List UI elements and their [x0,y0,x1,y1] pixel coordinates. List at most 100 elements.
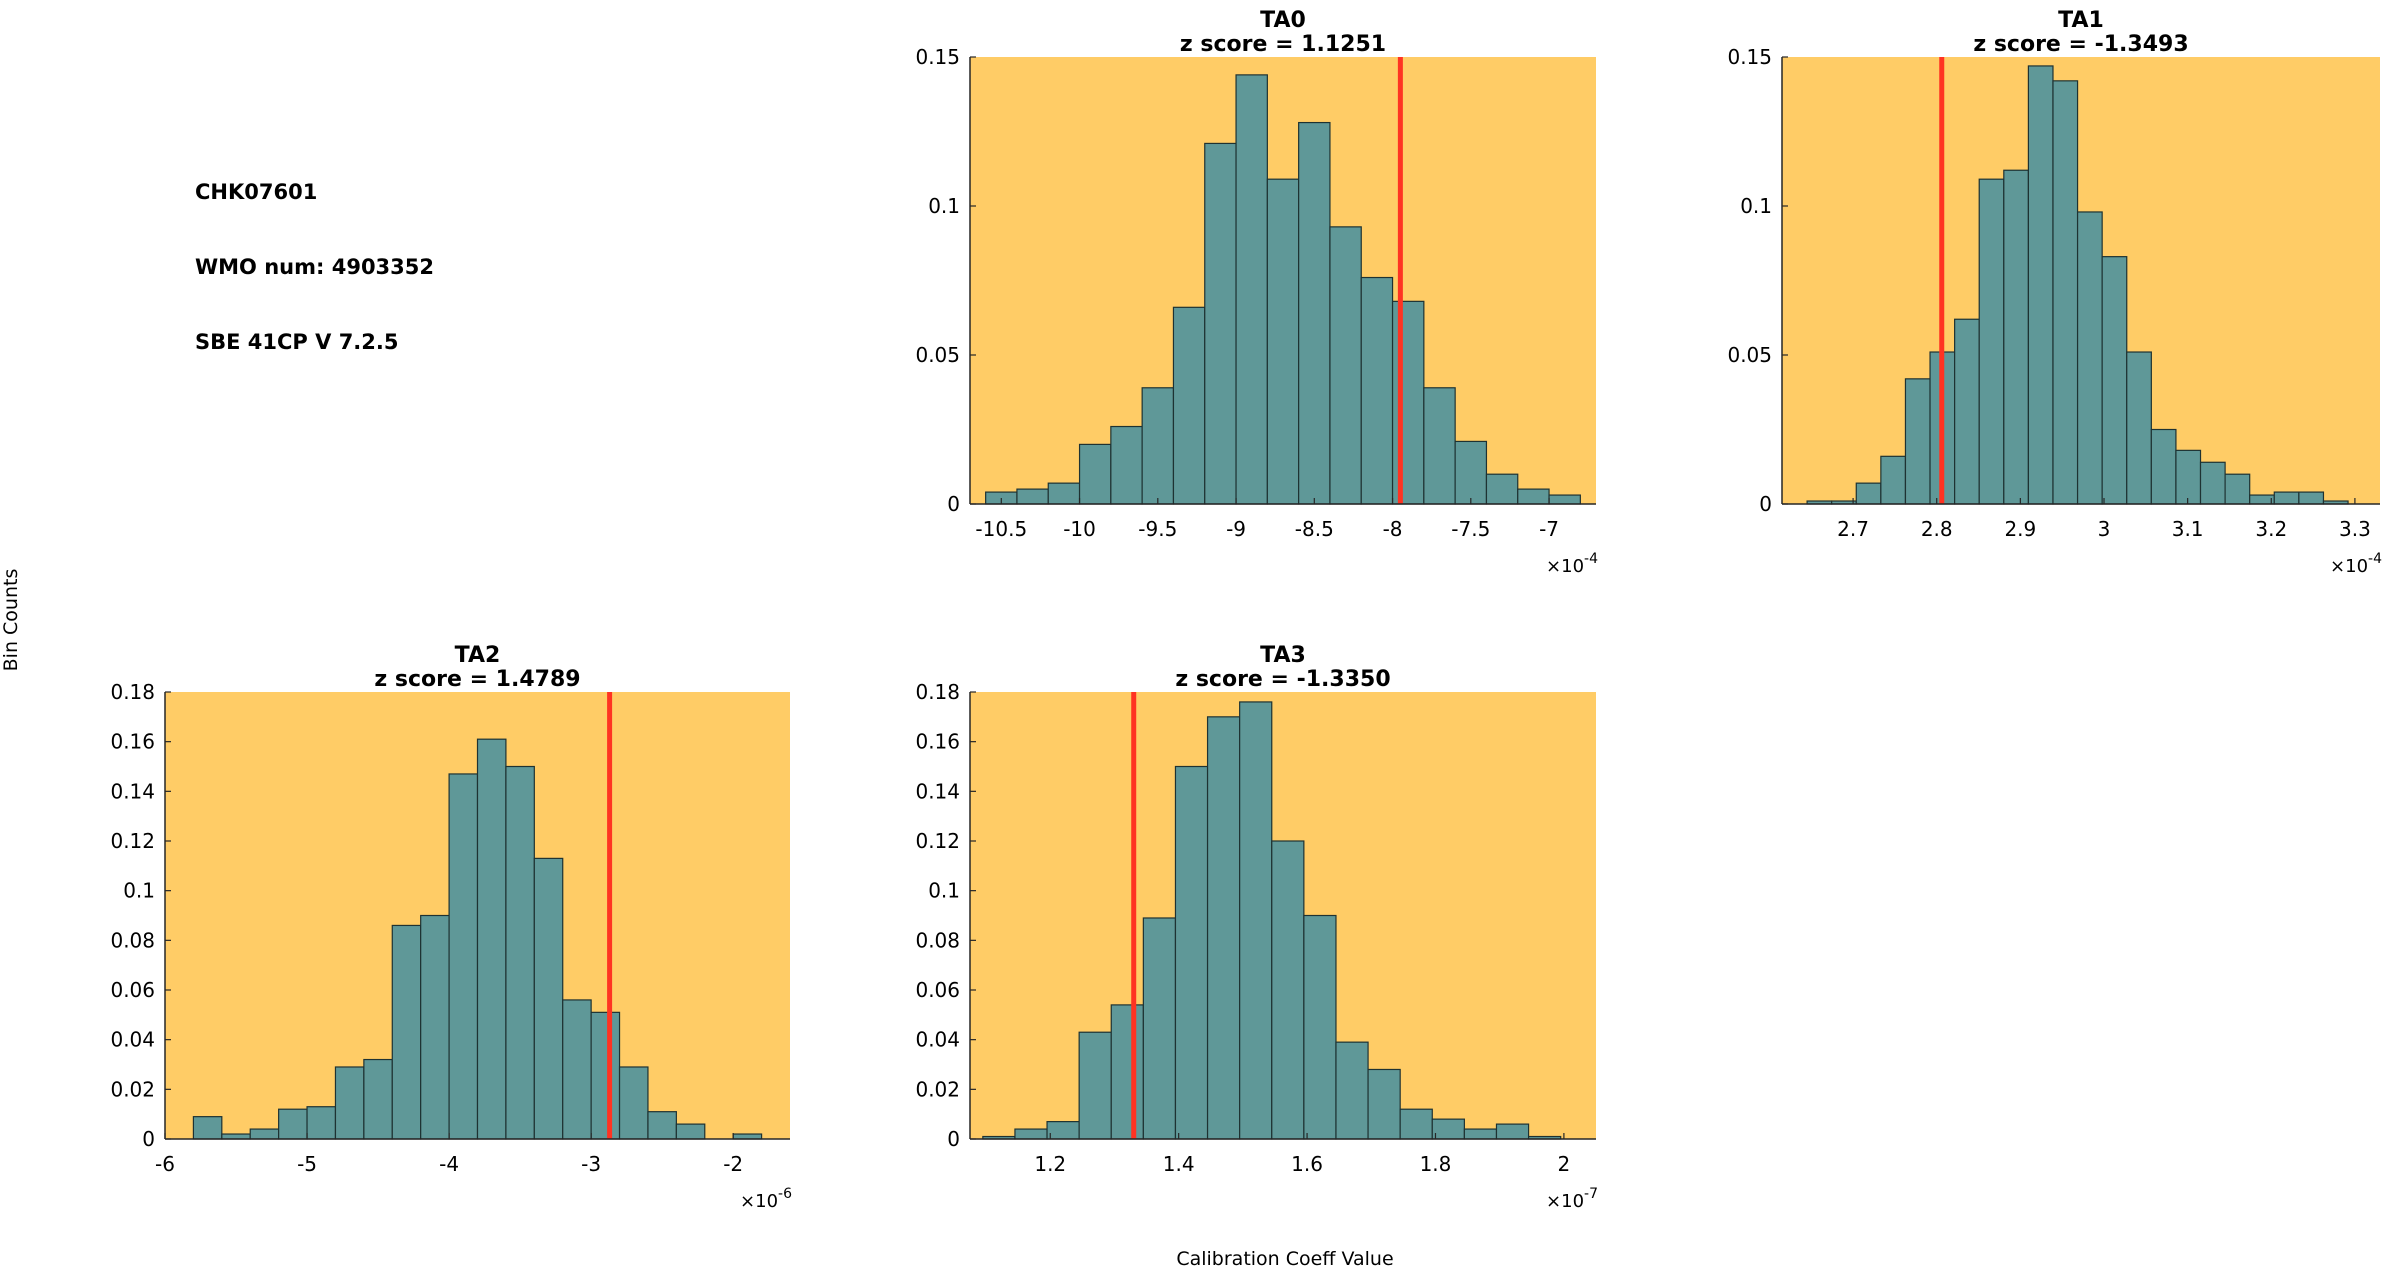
ta0-bar [1266,178,1300,505]
ta1-bar [1978,178,2005,505]
ta2-bar [647,1111,677,1140]
ta0-bar [1423,387,1456,505]
ta2-bar [278,1108,308,1140]
ta1-bar [2101,256,2128,505]
ta2-y-tick-label: 0.08 [110,928,155,952]
ta3-axis-exponent: ×10-7 [1546,1186,1598,1212]
ta3-bar [1174,765,1209,1140]
ta0-x-tick-label: -9.5 [1138,517,1177,541]
ta0-y-tick-label: 0 [947,492,960,516]
ta3-bar [1206,716,1241,1140]
ta3-y-tick-label: 0 [947,1127,960,1151]
ta1-bar [1855,482,1882,505]
ta2-y-tick-label: 0.02 [110,1077,155,1101]
ta2-bar [675,1123,706,1140]
ta2-bar [391,924,422,1140]
ta2-z-score: z score = 1.4789 [374,667,580,692]
ta3-x-tick-label: 1.2 [1034,1152,1066,1176]
ta3-bar [1078,1031,1112,1140]
ta1-y-tick-label: 0 [1759,492,1772,516]
ta0-bar [1204,142,1237,505]
ta1-x-tick-label: 2.9 [2004,517,2036,541]
ta3-y-tick-label: 0.18 [915,680,960,704]
ta3-bar [1239,701,1273,1140]
ta3-y-tick-label: 0.1 [928,879,960,903]
y-axis-label: Bin Counts [0,569,22,672]
ta1-bar [2126,351,2152,505]
ta1-bar [1954,318,1980,505]
ta0-x-tick-label: -9 [1226,517,1246,541]
ta1-x-tick-label: 2.7 [1837,517,1869,541]
ta3-bar [1399,1108,1433,1140]
ta0-z-score: z score = 1.1251 [1180,32,1386,57]
ta0-x-tick-label: -7.5 [1451,517,1490,541]
histogram-ta3: 0 0.02 0.04 0.06 0.08 0.1 0.12 0.14 0.16 0.18 1.2 1… [915,643,1598,1212]
ta3-y-tick-label: 0.06 [915,978,960,1002]
ta3-y-tick-label: 0.02 [915,1077,960,1101]
ta1-bar [2003,169,2029,505]
ta2-y-tick-label: 0.16 [110,730,155,754]
ta1-bar [2027,65,2054,505]
ta1-bar [1904,378,1931,505]
ta0-title: TA0 [1260,8,1306,33]
ta1-bar [2052,80,2079,505]
ta2-x-tick-label: -6 [155,1152,175,1176]
ta3-bar [1431,1118,1465,1140]
ta3-bar [1271,840,1305,1140]
x-axis-label: Calibration Coeff Value [1176,1248,1393,1268]
ta0-y-tick-label: 0.1 [928,194,960,218]
ta0-bar [1235,74,1268,505]
ta0-bar [1078,443,1112,505]
ta0-y-tick-label: 0.15 [915,45,960,69]
ta3-bar [1110,1004,1144,1140]
ta1-x-tick-label: 2.8 [1921,517,1953,541]
ta0-bar [1141,387,1175,505]
info-line-wmo-number: WMO num: 4903352 [195,255,434,279]
ta3-y-tick-label: 0.12 [915,829,960,853]
histogram-ta1: 0 0.05 0.1 0.15 2.7 2.8 2.9 3 3.1 3.2 3.3 ×10-4 TA1z… [1727,8,2382,577]
ta2-bar [334,1066,365,1140]
ta0-x-tick-label: -8.5 [1295,517,1334,541]
instrument-info: CHK07601 WMO num: 4903352 SBE 41CP V 7.2… [195,130,434,380]
ta0-x-tick-label: -8 [1383,517,1403,541]
ta1-bar [2076,211,2103,505]
ta3-bar [1303,914,1337,1140]
ta2-bar [448,773,479,1140]
ta0-bar [1360,276,1394,505]
ta3-bar [1335,1041,1369,1140]
ta1-x-tick-label: 3.2 [2255,517,2287,541]
ta2-y-tick-label: 0.1 [123,879,155,903]
ta3-bar [1142,917,1177,1140]
ta2-title: TA2 [455,643,501,668]
ta0-x-tick-label: -10 [1063,517,1096,541]
ta3-x-tick-label: 1.6 [1291,1152,1323,1176]
ta0-x-tick-label: -10.5 [975,517,1027,541]
ta0-bar [1485,473,1519,505]
ta3-bar [1495,1123,1530,1140]
ta3-y-tick-label: 0.16 [915,730,960,754]
ta1-bar [2273,491,2300,505]
ta1-y-tick-label: 0.1 [1740,194,1772,218]
ta0-axis-exponent: ×10-4 [1546,551,1598,577]
ta3-y-tick-label: 0.04 [915,1028,960,1052]
ta3-bar [1463,1128,1498,1140]
ta3-bar [1046,1121,1080,1140]
ta1-x-tick-label: 3.1 [2172,517,2204,541]
ta0-bar [1172,306,1206,505]
ta1-bar [2224,473,2251,505]
ta1-x-tick-label: 3.3 [2339,517,2371,541]
ta2-bar [618,1066,649,1140]
ta2-y-tick-label: 0.04 [110,1028,155,1052]
ta3-y-tick-label: 0.08 [915,928,960,952]
ta2-x-tick-label: -5 [297,1152,317,1176]
ta0-bar [1454,440,1488,505]
ta1-bar [2199,461,2226,505]
histogram-ta2: 0 0.02 0.04 0.06 0.08 0.1 0.12 0.14 0.16 0.18 -6 -5… [110,643,792,1212]
ta1-bar [2298,491,2325,505]
ta0-bar [1548,494,1581,505]
ta0-bar [1329,226,1362,505]
ta2-x-tick-label: -3 [581,1152,601,1176]
ta2-bar [192,1116,223,1140]
ta2-y-tick-label: 0.18 [110,680,155,704]
